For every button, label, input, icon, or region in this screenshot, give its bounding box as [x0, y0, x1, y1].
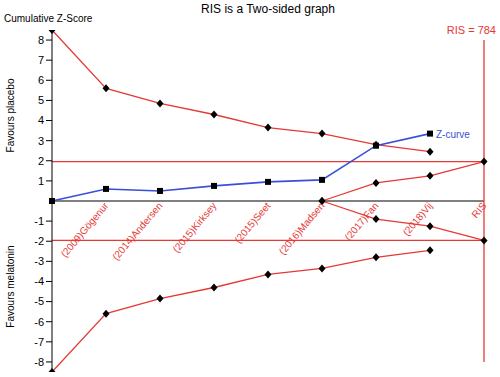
svg-text:-2: -2	[34, 235, 44, 247]
svg-text:5: 5	[38, 94, 44, 106]
svg-text:-3: -3	[34, 255, 44, 267]
svg-text:(2017)Fan: (2017)Fan	[342, 200, 380, 242]
svg-text:3: 3	[38, 135, 44, 147]
svg-text:-4: -4	[34, 275, 44, 287]
svg-text:Z-curve: Z-curve	[436, 129, 470, 140]
svg-text:Cumulative Z-Score: Cumulative Z-Score	[8, 13, 93, 24]
svg-text:RIS: RIS	[469, 200, 488, 220]
svg-text:8: 8	[38, 34, 44, 46]
svg-text:(2015)Kirksey: (2015)Kirksey	[170, 200, 218, 254]
svg-text:-8: -8	[34, 356, 44, 368]
svg-text:(2016)Madsen: (2016)Madsen	[277, 200, 327, 256]
svg-text:RIS = 784: RIS = 784	[447, 24, 492, 36]
svg-text:4: 4	[38, 114, 44, 126]
svg-text:(2015)Seet: (2015)Seet	[232, 200, 272, 245]
svg-text:(2018)Vij: (2018)Vij	[400, 200, 434, 238]
svg-text:6: 6	[38, 74, 44, 86]
svg-text:Favours placebo: Favours placebo	[8, 78, 16, 152]
svg-text:RIS is a Two-sided graph: RIS is a Two-sided graph	[201, 2, 335, 16]
svg-text:-5: -5	[34, 295, 44, 307]
svg-text:(2014)Andersen: (2014)Andersen	[110, 200, 165, 262]
svg-text:-1: -1	[34, 215, 44, 227]
svg-text:7: 7	[38, 54, 44, 66]
svg-text:(2009)Gögenur: (2009)Gögenur	[59, 200, 111, 260]
svg-text:2: 2	[38, 155, 44, 167]
svg-text:1: 1	[38, 175, 44, 187]
svg-text:-7: -7	[34, 336, 44, 348]
svg-text:Favours melatonin: Favours melatonin	[8, 245, 16, 327]
svg-text:-6: -6	[34, 316, 44, 328]
